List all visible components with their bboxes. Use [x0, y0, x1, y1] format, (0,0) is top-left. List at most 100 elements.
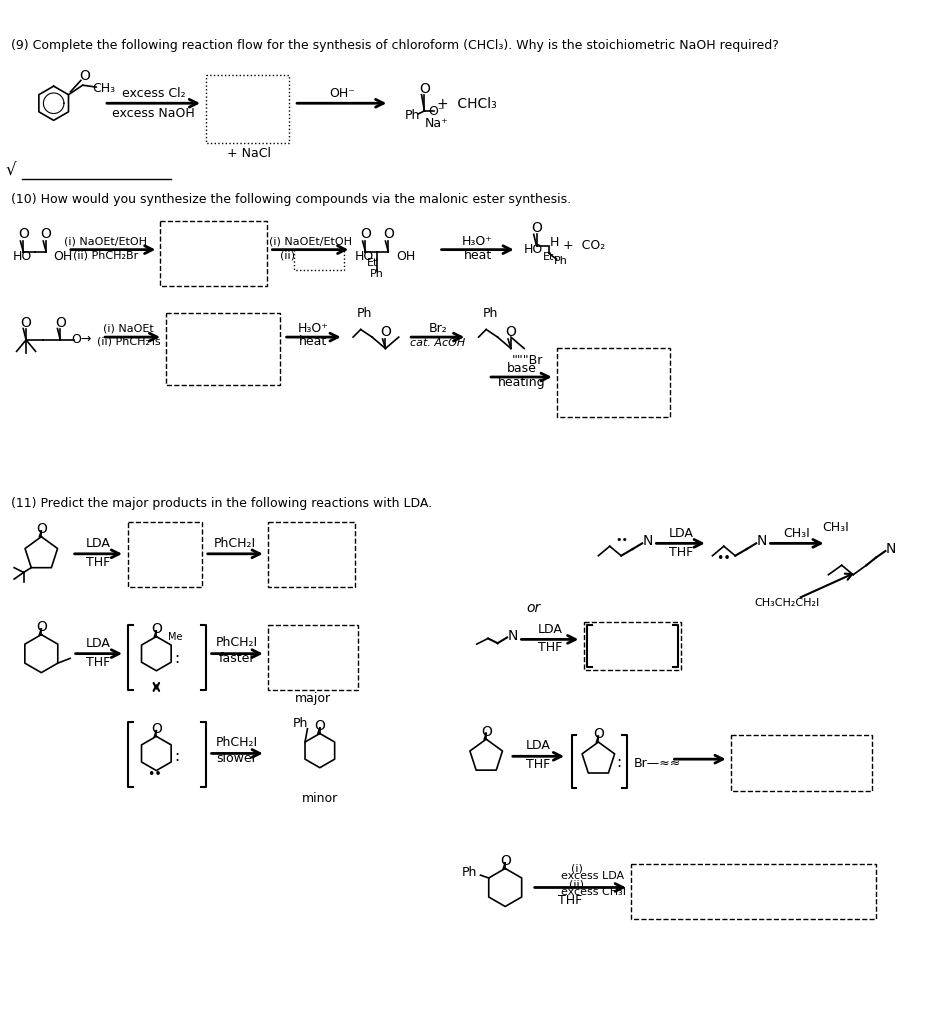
Text: HO: HO: [525, 243, 544, 256]
Text: ••: ••: [717, 552, 731, 565]
Text: (i) NaOEt/EtOH: (i) NaOEt/EtOH: [64, 237, 148, 246]
Text: LDA: LDA: [86, 537, 111, 550]
Text: √: √: [6, 162, 16, 180]
Bar: [268, 625, 358, 690]
Bar: [205, 75, 290, 143]
Text: Et: Et: [544, 252, 555, 262]
Text: N: N: [508, 629, 518, 643]
Text: :: :: [174, 749, 180, 764]
Text: heat: heat: [463, 249, 491, 262]
Text: THF: THF: [558, 894, 582, 907]
Text: O: O: [21, 315, 31, 330]
Text: O: O: [481, 725, 491, 738]
Text: LDA: LDA: [86, 637, 111, 649]
Text: THF: THF: [86, 556, 111, 569]
Text: Na⁺: Na⁺: [425, 117, 449, 130]
Text: THF: THF: [669, 547, 693, 559]
Text: O⁻: O⁻: [428, 105, 445, 119]
Text: OH: OH: [396, 250, 415, 263]
Bar: [160, 221, 267, 286]
Text: HO: HO: [355, 250, 374, 263]
Text: Ph: Ph: [370, 269, 384, 280]
Text: (ii) PhCH₂Br: (ii) PhCH₂Br: [73, 250, 138, 260]
Text: ••: ••: [147, 768, 162, 781]
Text: O: O: [36, 522, 46, 537]
Text: (ii) PhCH₂Ts: (ii) PhCH₂Ts: [97, 337, 161, 347]
Text: LDA: LDA: [538, 624, 563, 636]
Bar: [584, 623, 681, 670]
Text: Et: Et: [366, 258, 378, 268]
Bar: [558, 348, 670, 417]
Text: H: H: [550, 237, 560, 250]
Text: Br₂: Br₂: [428, 322, 447, 335]
Text: O: O: [18, 227, 28, 242]
Bar: [731, 735, 872, 791]
Text: heat: heat: [299, 335, 328, 348]
Text: O: O: [36, 620, 46, 634]
Text: Br—≈≈: Br—≈≈: [634, 758, 681, 770]
Bar: [268, 522, 355, 587]
Text: excess LDA: excess LDA: [561, 871, 624, 881]
Text: O: O: [531, 221, 542, 234]
Text: O→: O→: [71, 334, 92, 346]
Text: H₃O⁺: H₃O⁺: [462, 234, 493, 248]
Text: N: N: [886, 542, 896, 556]
Text: O: O: [506, 326, 516, 339]
Text: O: O: [593, 727, 604, 741]
Text: Ph: Ph: [357, 307, 372, 319]
Text: O: O: [380, 326, 391, 339]
Text: CH₃CH₂CH₂I: CH₃CH₂CH₂I: [754, 598, 819, 608]
Text: faster: faster: [219, 652, 256, 665]
Text: Me: Me: [169, 632, 183, 641]
Text: THF: THF: [86, 655, 111, 669]
Text: :: :: [616, 756, 622, 770]
Text: Ph: Ph: [482, 307, 498, 319]
Text: N: N: [643, 535, 653, 549]
Text: OH: OH: [54, 250, 73, 263]
Text: O: O: [151, 722, 162, 735]
Bar: [631, 863, 876, 919]
Text: cat. AcOH: cat. AcOH: [410, 338, 465, 348]
Text: heating: heating: [497, 376, 545, 389]
Text: major: major: [295, 692, 331, 705]
Text: Ph: Ph: [461, 865, 476, 879]
Text: slower: slower: [217, 752, 258, 765]
Text: CH₃I: CH₃I: [784, 527, 811, 541]
Text: O: O: [314, 719, 325, 733]
Text: :: :: [174, 651, 180, 666]
Text: (ii): (ii): [569, 880, 584, 890]
Text: excess CH₃I: excess CH₃I: [562, 887, 626, 897]
Text: (ii): (ii): [280, 250, 295, 260]
Text: or: or: [527, 601, 541, 615]
Text: (i): (i): [570, 863, 582, 873]
Text: O: O: [360, 227, 371, 242]
Text: excess NaOH: excess NaOH: [112, 108, 195, 120]
Text: """Br: """Br: [511, 354, 544, 368]
Text: THF: THF: [527, 759, 550, 771]
Text: O: O: [151, 622, 162, 636]
Text: (i) NaOEt: (i) NaOEt: [103, 324, 154, 334]
Text: (10) How would you synthesize the following compounds via the malonic ester synt: (10) How would you synthesize the follow…: [11, 193, 571, 206]
Text: LDA: LDA: [526, 739, 551, 753]
Text: O: O: [419, 82, 430, 96]
Text: PhCH₂I: PhCH₂I: [216, 735, 259, 749]
Text: Ph: Ph: [404, 110, 420, 122]
Text: Ph: Ph: [294, 718, 309, 730]
Text: ••: ••: [616, 535, 629, 545]
Text: base: base: [507, 361, 536, 375]
Text: HO: HO: [13, 250, 32, 263]
Text: +  CHCl₃: + CHCl₃: [438, 97, 497, 112]
Text: O: O: [55, 315, 65, 330]
Text: +  CO₂: + CO₂: [563, 240, 605, 252]
Text: (11) Predict the major products in the following reactions with LDA.: (11) Predict the major products in the f…: [11, 497, 432, 510]
Text: minor: minor: [302, 792, 338, 805]
Bar: [128, 522, 202, 587]
Text: Ph: Ph: [553, 256, 567, 266]
Text: THF: THF: [538, 641, 562, 654]
Text: + NaCl: + NaCl: [226, 147, 271, 160]
Text: (i) NaOEt/EtOH: (i) NaOEt/EtOH: [269, 237, 352, 246]
Text: LDA: LDA: [669, 527, 693, 541]
Bar: [295, 249, 344, 269]
Text: OH⁻: OH⁻: [329, 87, 354, 100]
Text: O: O: [41, 227, 51, 242]
